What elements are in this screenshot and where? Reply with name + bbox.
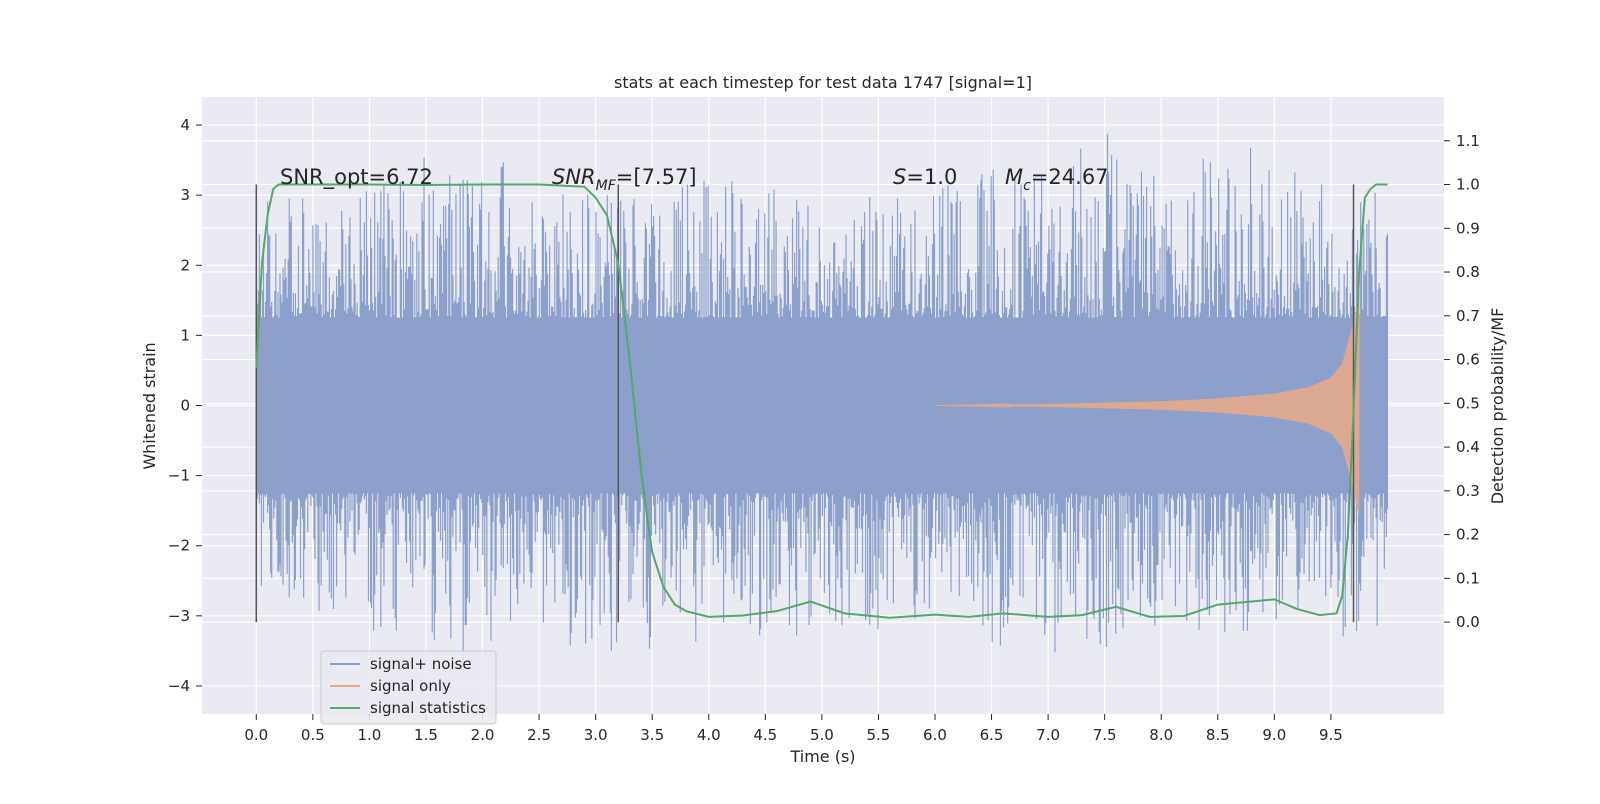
y-tick-label-0: 4 <box>180 116 190 134</box>
y-axis-ticks: 4 3 2 1 0 −1 −2 −3 −4 <box>168 116 202 695</box>
annotation-s-italic: S <box>893 165 906 189</box>
x-tick-label-19: 9.5 <box>1319 726 1343 744</box>
y-right-tick-label-11: 0.0 <box>1456 613 1480 631</box>
x-tick-label-4: 2.0 <box>471 726 495 744</box>
annotation-mc-value: =24.67 <box>1031 165 1109 189</box>
y-tick-label-2: 2 <box>180 256 190 274</box>
x-tick-label-9: 4.5 <box>753 726 777 744</box>
y-right-tick-label-8: 0.3 <box>1456 482 1480 500</box>
series-signal-only <box>934 293 1360 516</box>
legend-label-signal-noise: signal+ noise <box>370 655 472 673</box>
x-tick-label-13: 6.5 <box>980 726 1004 744</box>
y-tick-label-7: −3 <box>168 607 190 625</box>
x-tick-label-10: 5.0 <box>810 726 834 744</box>
x-tick-label-2: 1.0 <box>357 726 381 744</box>
x-tick-label-1: 0.5 <box>301 726 325 744</box>
y-right-tick-label-2: 0.9 <box>1456 219 1480 237</box>
y-tick-label-5: −1 <box>168 467 190 485</box>
x-tick-label-12: 6.0 <box>923 726 947 744</box>
legend-box <box>320 650 497 725</box>
y-right-tick-label-10: 0.1 <box>1456 569 1480 587</box>
y-tick-label-3: 1 <box>180 326 190 344</box>
annotation-snr-mf-rest: =[7.57] <box>616 165 697 189</box>
y-tick-label-4: 0 <box>180 397 190 415</box>
x-tick-label-5: 2.5 <box>527 726 551 744</box>
annotation-mc: Mc=24.67 <box>1005 165 1109 194</box>
chart-title: stats at each timestep for test data 174… <box>614 73 1032 92</box>
y-tick-label-8: −4 <box>168 677 190 695</box>
legend-label-signal-statistics: signal statistics <box>370 699 486 717</box>
x-axis-ticks: 0.0 0.5 1.0 1.5 2.0 2.5 3.0 3.5 4.0 4.5 5.0 5.5 6.0 6… <box>244 714 1343 744</box>
y-right-tick-label-3: 0.8 <box>1456 263 1480 281</box>
x-tick-label-16: 8.0 <box>1149 726 1173 744</box>
x-tick-label-6: 3.0 <box>584 726 608 744</box>
series-signal-statistics <box>255 183 1388 619</box>
x-tick-label-0: 0.0 <box>244 726 268 744</box>
legend-label-signal-only: signal only <box>370 677 451 695</box>
annotation-s-value: =1.0 <box>906 165 957 189</box>
x-tick-label-18: 9.0 <box>1262 726 1286 744</box>
annotation-s: S=1.0 <box>893 165 957 189</box>
y-right-tick-label-4: 0.7 <box>1456 307 1480 325</box>
x-tick-label-7: 3.5 <box>640 726 664 744</box>
x-tick-label-14: 7.0 <box>1036 726 1060 744</box>
legend: signal+ noise signal only signal statist… <box>320 650 497 725</box>
y-axis-label: Whitened strain <box>140 342 159 469</box>
annotation-mc-sub: c <box>1023 178 1031 194</box>
y-right-tick-label-9: 0.2 <box>1456 526 1480 544</box>
plot-content <box>255 133 1389 662</box>
annotation-snr-mf-sub: MF <box>596 178 617 194</box>
y-right-axis-ticks: 1.1 1.0 0.9 0.8 0.7 0.6 0.5 0.4 0.3 0.2 0.1 0.0 <box>1444 132 1480 631</box>
x-tick-label-15: 7.5 <box>1093 726 1117 744</box>
annotation-snr-mf-base: SNR <box>552 165 596 189</box>
y-right-tick-label-0: 1.1 <box>1456 132 1480 150</box>
y-right-axis-label: Detection probability/MF <box>1488 308 1507 505</box>
y-right-tick-label-1: 1.0 <box>1456 176 1480 194</box>
annotation-snr-opt: SNR_opt=6.72 <box>280 165 433 190</box>
y-tick-label-6: −2 <box>168 537 190 555</box>
y-right-tick-label-7: 0.4 <box>1456 438 1480 456</box>
annotation-snr-mf: SNRMF=[7.57] <box>552 165 697 194</box>
x-tick-label-8: 4.0 <box>697 726 721 744</box>
x-tick-label-17: 8.5 <box>1206 726 1230 744</box>
x-tick-label-3: 1.5 <box>414 726 438 744</box>
x-axis-label: Time (s) <box>789 747 855 766</box>
y-right-tick-label-6: 0.5 <box>1456 394 1480 412</box>
signal-chirp <box>934 293 1360 516</box>
x-tick-label-11: 5.5 <box>866 726 890 744</box>
y-right-tick-label-5: 0.6 <box>1456 351 1480 369</box>
annotation-mc-italic: M <box>1005 165 1023 189</box>
y-tick-label-1: 3 <box>180 186 190 204</box>
